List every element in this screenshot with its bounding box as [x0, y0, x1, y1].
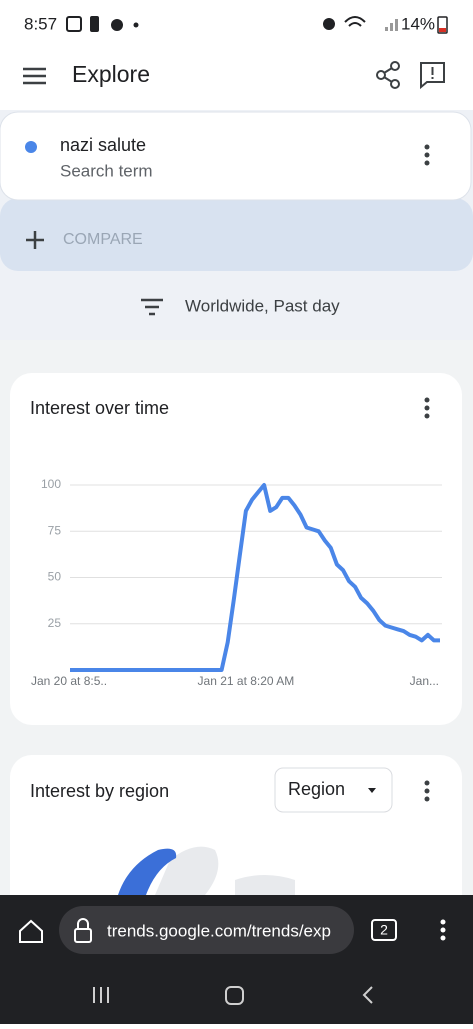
status-time: 8:57: [24, 14, 57, 33]
status-icon: [90, 16, 99, 32]
filter-icon[interactable]: [141, 298, 163, 316]
dropdown-arrow: [368, 788, 376, 793]
status-bar: [0, 0, 473, 40]
y-tick-label: 100: [41, 477, 61, 491]
map: [155, 846, 295, 895]
url-text[interactable]: trends.google.com/trends/exp: [107, 921, 331, 940]
status-icon: [133, 22, 139, 28]
status-icon: [323, 18, 335, 30]
search-term[interactable]: nazi salute: [60, 135, 146, 155]
browser-menu[interactable]: [440, 919, 446, 941]
series-line: [70, 483, 440, 672]
region-dropdown[interactable]: [274, 767, 393, 813]
status-icon: [344, 16, 366, 27]
share-button[interactable]: [376, 61, 400, 89]
x-tick-label: Jan 21 at 8:20 AM: [198, 674, 295, 688]
term-color: [25, 141, 37, 153]
battery-icon: [437, 16, 448, 34]
chart-menu[interactable]: [424, 397, 430, 419]
tabs-count[interactable]: 2: [380, 922, 388, 938]
search-term-label: Search term: [60, 161, 153, 180]
map-highlight: [118, 848, 177, 895]
url-bar[interactable]: [59, 906, 354, 954]
chart-title: Interest over time: [30, 398, 169, 418]
lock-icon: [74, 928, 92, 943]
y-tick-label: 50: [48, 570, 62, 584]
x-tick-label: Jan 20 at 8:5..: [31, 674, 107, 688]
term-menu[interactable]: [424, 144, 430, 166]
line-chart: 25 50 75 100 Jan 20 at 8:5.. Jan 21 at 8:20 A…: [31, 477, 442, 688]
home-button[interactable]: [19, 919, 43, 943]
tabs-button[interactable]: [371, 919, 397, 941]
compare-label[interactable]: COMPARE: [63, 231, 143, 248]
compare-area[interactable]: [0, 198, 473, 271]
status-icon: [111, 19, 123, 31]
app-bar: [0, 40, 473, 110]
back-button[interactable]: [362, 986, 373, 1004]
recents-button[interactable]: [93, 987, 109, 1003]
filter-label[interactable]: Worldwide, Past day: [185, 296, 340, 315]
region-title: Interest by region: [30, 781, 169, 801]
feedback-button[interactable]: [420, 62, 445, 90]
y-tick-label: 25: [48, 616, 62, 630]
app-title: Explore: [72, 61, 150, 87]
status-icon: [66, 16, 82, 32]
status-battery: 14%: [401, 14, 435, 33]
home-nav-button[interactable]: [225, 986, 244, 1005]
menu-button[interactable]: [23, 67, 46, 85]
status-icon: [385, 19, 398, 31]
battery-level: [439, 28, 446, 32]
y-tick-label: 75: [48, 523, 62, 537]
x-tick-label: Jan...: [410, 674, 439, 688]
search-card: [0, 111, 472, 201]
lock-icon: [77, 918, 89, 929]
compare-plus: [26, 231, 44, 249]
region-dropdown-label[interactable]: Region: [288, 779, 345, 799]
region-menu[interactable]: [424, 780, 430, 802]
chart-card: [10, 373, 462, 725]
url-mask: [354, 906, 364, 954]
